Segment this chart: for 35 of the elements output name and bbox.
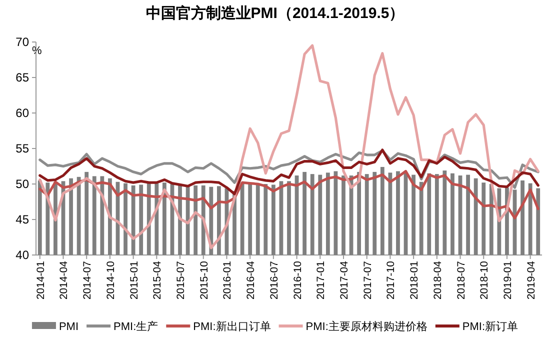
x-tick-label: 2017-07: [362, 260, 374, 300]
x-tick-label: 2015-01: [128, 260, 140, 300]
y-tick-label: 50: [16, 177, 30, 191]
legend-label: PMI: [58, 321, 79, 333]
y-tick-label: 55: [16, 142, 30, 156]
legend-label: PMI:新订单: [462, 320, 518, 333]
legend-label: PMI:主要原材料购进价格: [306, 320, 428, 333]
y-tick-label: 40: [16, 248, 30, 262]
y-tick-label: 70: [16, 35, 30, 49]
x-tick-label: 2018-10: [478, 260, 491, 300]
x-tick-label: 2016-07: [268, 260, 280, 300]
x-tick-label: 2015-10: [198, 260, 210, 300]
legend-label: PMI:新出口订单: [193, 320, 271, 333]
x-tick-label: 2019-04: [525, 260, 538, 300]
x-tick-label: 2014-10: [104, 260, 117, 300]
x-tick-label: 2018-07: [455, 260, 468, 300]
x-tick-label: 2019-01: [502, 260, 514, 300]
y-tick-label: 60: [16, 106, 30, 120]
x-tick-label: 2018-04: [432, 260, 444, 300]
x-tick-label: 2014-07: [82, 260, 94, 300]
x-tick-label: 2017-10: [385, 260, 398, 300]
y-tick-label: 45: [16, 212, 30, 226]
x-tick-label: 2016-01: [222, 260, 234, 300]
x-tick-label: 2014-01: [34, 260, 47, 300]
x-tick-label: 2018-01: [408, 260, 421, 300]
x-tick-label: 2015-07: [175, 260, 188, 300]
x-tick-label: 2017-01: [315, 260, 328, 300]
x-tick-label: 2015-04: [152, 260, 164, 300]
legend-label: PMI:生产: [114, 320, 158, 333]
x-tick-label: 2016-04: [245, 260, 258, 300]
x-tick-label: 2016-10: [292, 260, 304, 300]
y-tick-label: 65: [16, 70, 30, 84]
x-tick-label: 2017-04: [338, 260, 350, 300]
x-tick-label: 2014-04: [58, 260, 70, 300]
title: 中国官方制造业PMI（2014.1-2019.5）: [146, 5, 404, 22]
